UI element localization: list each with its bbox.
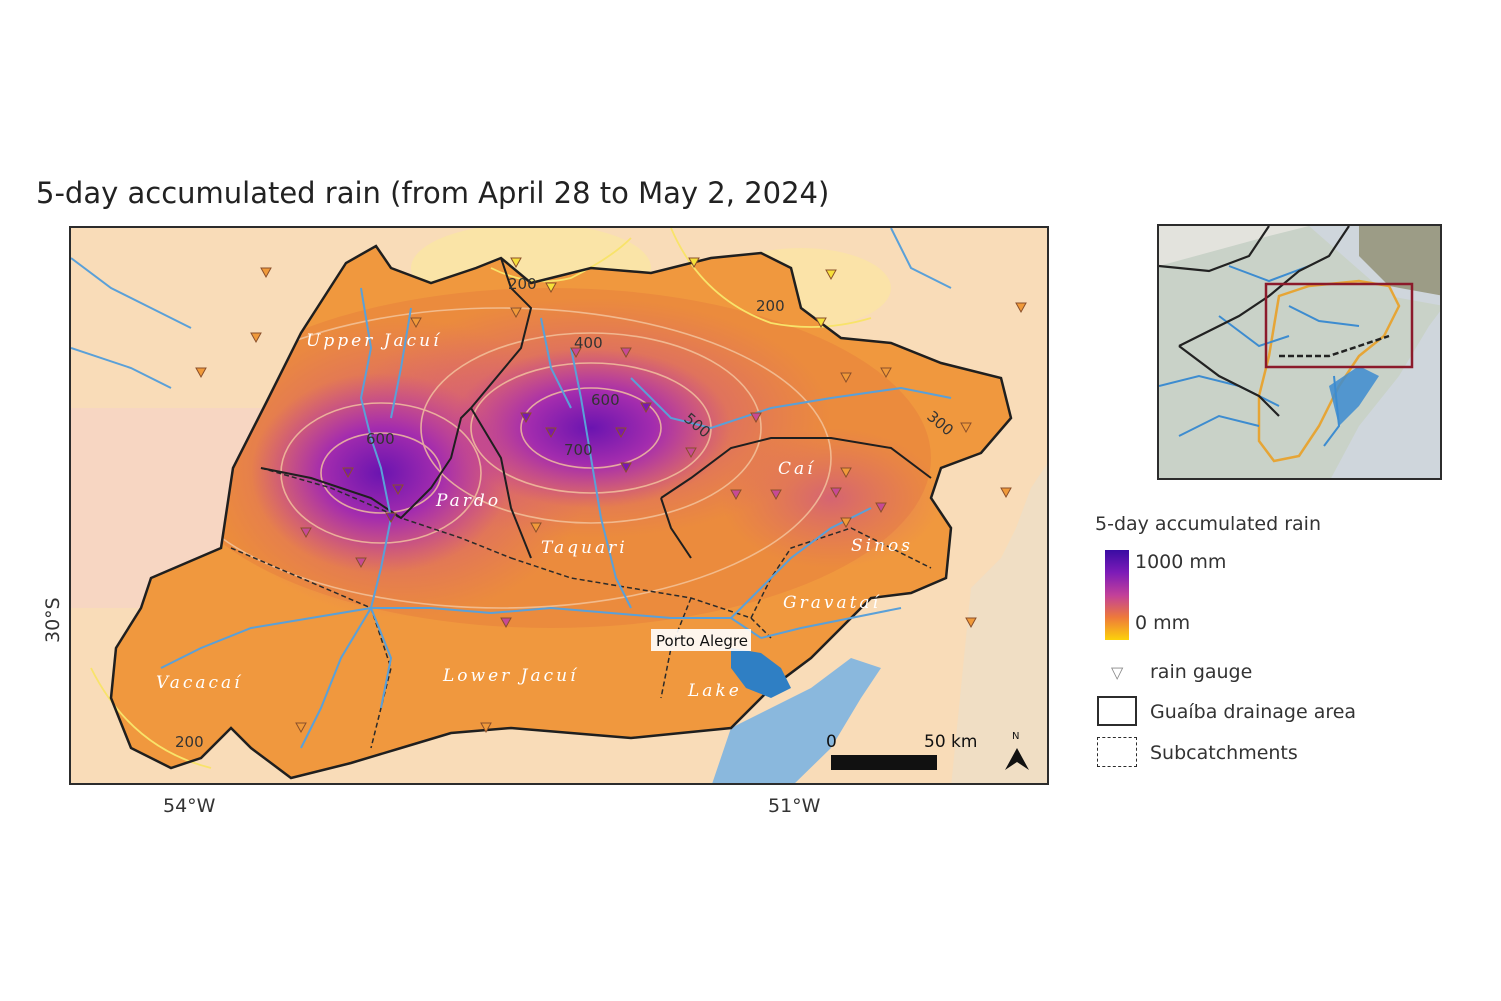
north-arrow-icon bbox=[1005, 748, 1029, 770]
longitude-label-54w: 54°W bbox=[163, 795, 216, 817]
legend-title: 5-day accumulated rain bbox=[1095, 513, 1321, 535]
color-ramp bbox=[1105, 550, 1129, 640]
rain-gauge-icon: ▽ bbox=[1111, 663, 1124, 682]
subcatchments-swatch bbox=[1097, 737, 1137, 767]
figure-title: 5-day accumulated rain (from April 28 to… bbox=[36, 176, 830, 210]
legend-drainage-label: Guaíba drainage area bbox=[1150, 701, 1357, 723]
map-legend: 5-day accumulated rain 1000 mm 0 mm ▽ ra… bbox=[1095, 513, 1356, 767]
inset-extent-rectangle bbox=[1264, 282, 1414, 369]
map-canvas bbox=[71, 228, 1047, 783]
drainage-area-swatch bbox=[1097, 696, 1137, 726]
main-map[interactable]: Upper Jacuí Pardo Taquari Caí Sinos Grav… bbox=[69, 226, 1049, 785]
inset-canvas bbox=[1159, 226, 1440, 478]
longitude-label-51w: 51°W bbox=[768, 795, 821, 817]
inset-locator-map[interactable] bbox=[1157, 224, 1442, 480]
ramp-min-label: 0 mm bbox=[1135, 612, 1191, 634]
ramp-max-label: 1000 mm bbox=[1135, 551, 1227, 573]
latitude-label: 30°S bbox=[42, 597, 64, 643]
scale-bar bbox=[831, 755, 937, 770]
legend-subcatch-label: Subcatchments bbox=[1150, 742, 1298, 764]
rain-gauge-markers bbox=[195, 257, 1027, 734]
legend-gauge-label: rain gauge bbox=[1150, 661, 1253, 683]
